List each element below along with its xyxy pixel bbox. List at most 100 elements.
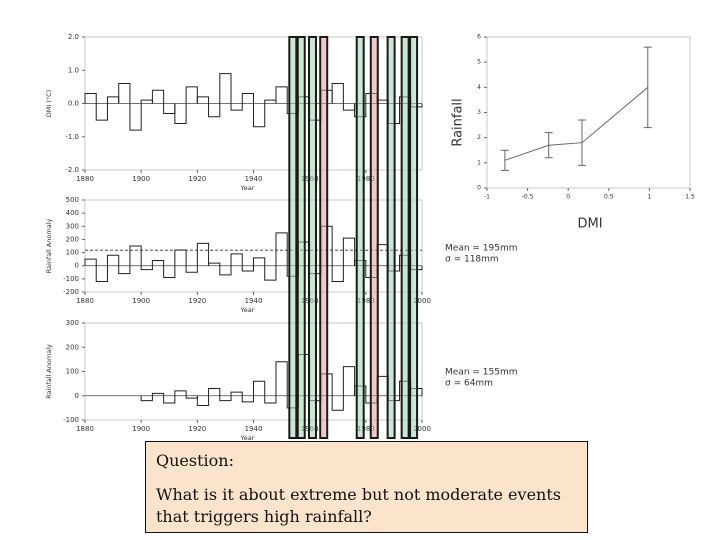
step-bar [253, 380, 266, 396]
step-bar [342, 103, 356, 111]
step-bar [174, 390, 187, 396]
step-bar [331, 265, 344, 282]
x-tick-label: 2000 [413, 297, 431, 305]
question-text: What is it about extreme but not moderat… [156, 485, 561, 526]
y-tick-label: -2.0 [65, 166, 79, 174]
x-tick-label: 1920 [188, 297, 206, 305]
step-bar [151, 392, 165, 396]
y-tick-label: 6 [477, 34, 481, 41]
x-tick-label: 1880 [76, 175, 94, 183]
step-bar [219, 395, 232, 402]
annotation: σ = 64mm [445, 379, 493, 389]
step-bar [129, 103, 142, 131]
annotation: Mean = 195mm [445, 244, 518, 254]
event-highlight [307, 36, 317, 439]
event-highlight [319, 36, 329, 439]
x-tick-label: 1940 [245, 425, 263, 433]
y-tick-label: -200 [63, 288, 79, 296]
error-bar [500, 149, 509, 171]
x-tick-label: 1.5 [685, 194, 695, 201]
step-bar [342, 366, 356, 396]
step-bar [208, 262, 221, 266]
question-box: Question: What is it about extreme but n… [145, 441, 588, 533]
x-tick-label: 1 [647, 194, 651, 201]
step-bar [95, 103, 108, 121]
event-highlight [296, 36, 306, 439]
step-bar [163, 103, 176, 114]
step-bar [95, 265, 108, 282]
x-tick-label: 1920 [188, 425, 206, 433]
step-bar [163, 265, 176, 279]
x-tick-label: 2000 [413, 425, 431, 433]
x-axis-label: Year [240, 306, 255, 314]
step-bar [331, 395, 344, 411]
step-bar [230, 391, 243, 396]
x-tick-label: 1880 [76, 297, 94, 305]
y-tick-label: 3 [477, 109, 481, 116]
y-tick-label: 100 [66, 368, 79, 376]
event-highlight [355, 36, 365, 439]
x-tick-label: 1920 [188, 175, 206, 183]
y-tick-label: 0.0 [68, 100, 79, 108]
x-tick-label: 1980 [357, 175, 375, 183]
step-bar [118, 83, 131, 104]
y-tick-label: 300 [66, 222, 79, 230]
x-tick-label: 0 [566, 194, 570, 201]
step-bar [140, 99, 153, 104]
step-bar [196, 242, 210, 266]
y-tick-label: 1 [477, 159, 481, 166]
error-bar [643, 46, 652, 129]
step-bar [196, 96, 210, 104]
event-highlight [400, 36, 410, 439]
step-bar [151, 89, 165, 104]
x-tick-label: 1940 [245, 175, 263, 183]
y-tick-label: 1.0 [68, 66, 79, 74]
error-bar [578, 119, 587, 166]
step-bar [241, 265, 254, 272]
step-bar [84, 258, 97, 266]
x-axis-label: Year [240, 434, 255, 442]
annotation: σ = 118mm [445, 255, 499, 265]
step-bar [106, 254, 120, 266]
step-bar [84, 93, 97, 104]
x-tick-label: 1980 [357, 297, 375, 305]
event-highlight [288, 36, 298, 439]
step-bar [264, 395, 277, 404]
step-bar [275, 86, 288, 104]
step-bar [219, 265, 232, 276]
step-bar [230, 103, 243, 111]
x-tick-label: 0.5 [604, 194, 614, 201]
y-axis-label: Rainfall [451, 98, 466, 146]
step-bar [140, 395, 153, 402]
step-bar [275, 232, 288, 266]
y-axis-label: DMI (°C) [45, 90, 53, 117]
x-tick-label: 1900 [132, 175, 150, 183]
event-highlight [409, 36, 419, 439]
x-axis-label: Year [240, 184, 255, 192]
plot-frame [486, 36, 691, 189]
x-tick-label: -0.5 [522, 194, 534, 201]
y-tick-label: 200 [66, 235, 79, 243]
error-bar [544, 132, 553, 159]
step-bar [174, 249, 187, 266]
step-bar [230, 253, 243, 266]
step-bar [331, 83, 344, 104]
event-highlight [369, 36, 379, 439]
question-title: Question: [156, 451, 234, 470]
y-tick-label: 400 [66, 209, 79, 217]
step-bar [264, 265, 277, 281]
step-bar [118, 265, 131, 275]
x-tick-label: 1980 [357, 425, 375, 433]
step-bar [174, 103, 187, 124]
step-bar [241, 93, 254, 104]
y-tick-label: -1.0 [65, 133, 79, 141]
step-bar [208, 103, 221, 118]
y-tick-label: 5 [477, 59, 481, 66]
step-bar [151, 259, 165, 266]
x-tick-label: 1900 [132, 425, 150, 433]
step-bar [208, 387, 221, 396]
x-tick-label: 1940 [245, 297, 263, 305]
step-bar [129, 245, 142, 266]
